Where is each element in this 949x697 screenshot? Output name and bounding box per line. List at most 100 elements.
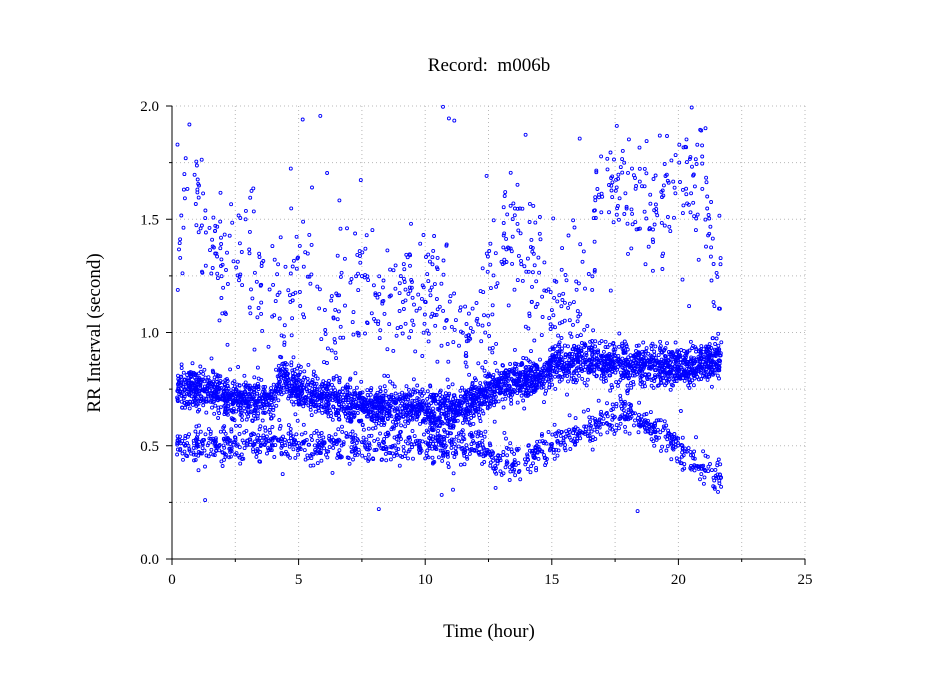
- data-point: [689, 453, 693, 458]
- data-point: [286, 423, 291, 428]
- data-point: [440, 419, 444, 424]
- data-point: [229, 202, 234, 207]
- data-point: [377, 441, 381, 446]
- data-point: [703, 126, 708, 131]
- data-point: [644, 349, 648, 354]
- data-point: [592, 269, 597, 274]
- data-point: [648, 201, 653, 206]
- data-point: [425, 328, 430, 333]
- data-point: [526, 326, 531, 331]
- data-point: [203, 208, 208, 213]
- data-point: [398, 274, 403, 279]
- data-point: [520, 206, 525, 211]
- data-point: [658, 344, 663, 349]
- data-point: [329, 298, 334, 303]
- data-point: [587, 347, 591, 352]
- data-point: [539, 333, 544, 338]
- data-point: [239, 250, 244, 254]
- data-point: [530, 270, 535, 275]
- data-point: [290, 316, 295, 321]
- data-point: [493, 251, 498, 256]
- data-point: [337, 376, 342, 380]
- data-point: [662, 162, 667, 166]
- data-point: [479, 339, 484, 344]
- data-point: [608, 288, 613, 293]
- data-point: [182, 449, 187, 454]
- data-point: [501, 245, 506, 250]
- data-point: [620, 148, 625, 153]
- data-point: [498, 469, 503, 474]
- data-point: [209, 356, 214, 361]
- data-point: [361, 435, 366, 440]
- data-point: [353, 433, 358, 438]
- data-point: [581, 249, 586, 254]
- data-point: [206, 427, 211, 432]
- data-point: [702, 475, 707, 480]
- data-point: [610, 174, 615, 179]
- data-point: [401, 262, 406, 267]
- data-point: [716, 331, 721, 336]
- data-point: [485, 269, 490, 274]
- data-point: [610, 195, 615, 200]
- data-point: [716, 457, 721, 462]
- data-point: [422, 312, 427, 317]
- data-point: [518, 231, 523, 236]
- data-point: [482, 313, 486, 318]
- data-point: [505, 212, 510, 217]
- data-point: [680, 435, 685, 440]
- data-point: [609, 383, 614, 388]
- data-point: [430, 255, 435, 260]
- data-point: [571, 322, 575, 327]
- data-point: [603, 345, 608, 349]
- data-point: [659, 220, 664, 225]
- data-point: [696, 257, 701, 262]
- data-point: [334, 374, 339, 379]
- data-point: [236, 365, 241, 369]
- data-point: [229, 427, 234, 432]
- data-point: [495, 281, 500, 286]
- data-point: [523, 365, 528, 370]
- data-point: [535, 302, 540, 306]
- data-point: [214, 372, 219, 377]
- data-point: [410, 279, 414, 284]
- data-point: [516, 253, 521, 258]
- data-point: [673, 153, 678, 158]
- data-point: [413, 439, 418, 444]
- data-point: [428, 293, 433, 298]
- data-point: [256, 306, 261, 310]
- data-point: [238, 216, 243, 220]
- data-point: [203, 498, 208, 503]
- data-point: [663, 434, 668, 439]
- data-point: [248, 195, 253, 200]
- data-point: [531, 461, 535, 466]
- data-point: [706, 213, 711, 217]
- data-point: [306, 382, 311, 387]
- data-point: [480, 365, 485, 370]
- data-point: [658, 339, 663, 344]
- data-point: [393, 286, 398, 291]
- data-point: [667, 224, 672, 229]
- data-point: [187, 122, 192, 127]
- data-point: [582, 424, 587, 429]
- data-point: [640, 184, 644, 189]
- data-point: [596, 398, 601, 403]
- data-point: [665, 178, 670, 183]
- data-point: [660, 444, 665, 449]
- data-point: [599, 154, 604, 159]
- data-point: [464, 364, 469, 369]
- data-point: [583, 286, 587, 291]
- data-point: [488, 262, 493, 267]
- data-point: [614, 123, 619, 128]
- data-point: [410, 415, 415, 420]
- data-point: [388, 457, 393, 462]
- data-point: [656, 353, 661, 358]
- data-point: [442, 325, 447, 330]
- data-point: [300, 117, 305, 122]
- data-point: [686, 446, 691, 451]
- data-point: [220, 262, 225, 267]
- data-point: [610, 402, 615, 407]
- data-point: [299, 432, 304, 437]
- data-point: [384, 400, 389, 404]
- data-point: [247, 229, 252, 234]
